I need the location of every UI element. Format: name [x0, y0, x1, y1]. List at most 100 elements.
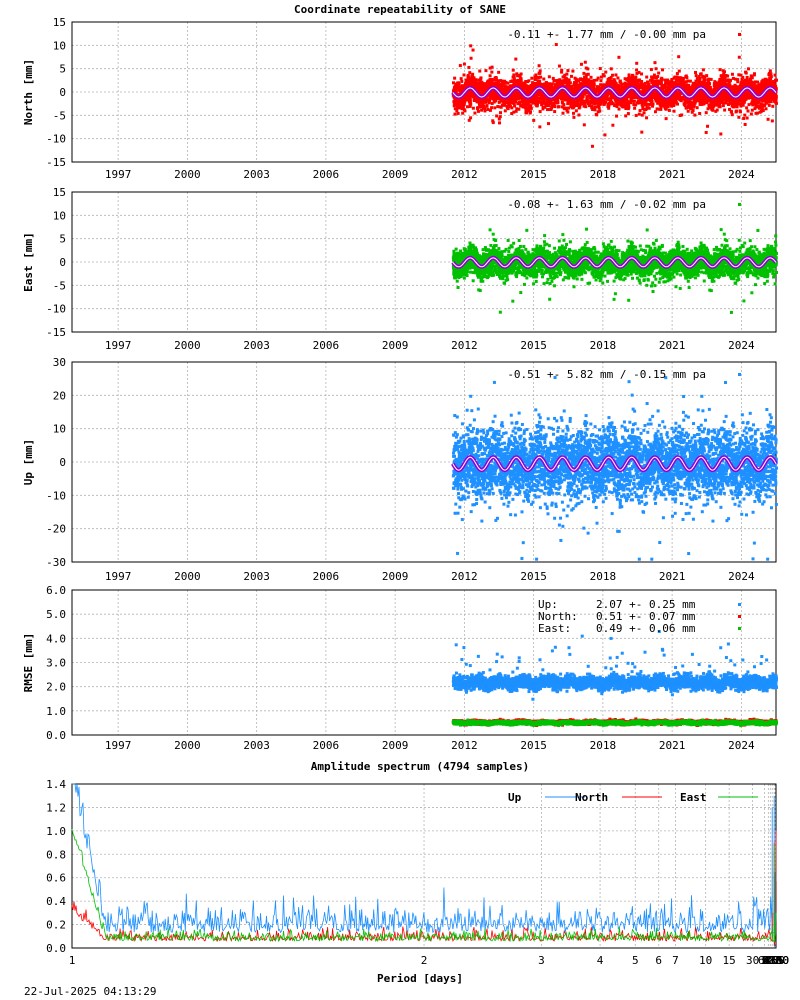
- data-point: [495, 77, 498, 80]
- data-point: [498, 121, 501, 124]
- data-point: [566, 69, 569, 72]
- y-tick-label: 10: [53, 209, 66, 222]
- data-point: [705, 131, 708, 134]
- data-point: [456, 280, 459, 283]
- data-point: [775, 79, 778, 82]
- data-point: [769, 72, 772, 75]
- data-point: [457, 112, 460, 115]
- y-tick-label: 15: [53, 16, 66, 29]
- data-point: [547, 122, 550, 125]
- data-point: [512, 69, 515, 72]
- data-point: [493, 106, 496, 109]
- data-point: [530, 77, 533, 80]
- data-point: [635, 114, 638, 117]
- data-point: [455, 109, 458, 112]
- data-point: [624, 114, 627, 117]
- data-point: [653, 61, 656, 64]
- data-point: [568, 78, 571, 81]
- x-tick-label: 2000: [174, 339, 201, 352]
- data-point: [603, 74, 606, 77]
- x-tick-label: 2006: [313, 168, 340, 181]
- data-point: [731, 113, 734, 116]
- x-tick-label: 2003: [243, 339, 270, 352]
- data-point: [469, 103, 472, 106]
- data-point: [746, 110, 749, 113]
- data-point: [723, 70, 726, 73]
- data-point: [726, 75, 729, 78]
- y-tick-label: -5: [53, 279, 66, 292]
- data-point: [556, 101, 559, 104]
- data-point: [638, 113, 641, 116]
- data-point: [735, 110, 738, 113]
- data-point: [678, 70, 681, 73]
- data-point: [721, 101, 724, 104]
- data-point: [538, 125, 541, 128]
- data-point: [529, 104, 532, 107]
- east-panel: 1997 2000 2003 2006 2009 2012 2015 2018 2021 2024…: [22, 186, 778, 352]
- data-point: [745, 106, 748, 109]
- data-point: [575, 109, 578, 112]
- x-tick-label: 2024: [728, 168, 755, 181]
- data-point: [665, 117, 668, 120]
- x-tick-label: 2021: [659, 168, 686, 181]
- x-tick-label: 2009: [382, 168, 409, 181]
- data-point: [571, 70, 574, 73]
- y-tick-label: -10: [46, 303, 66, 316]
- data-point: [486, 105, 489, 108]
- y-tick-label: 5: [59, 233, 66, 246]
- data-point: [529, 110, 532, 113]
- data-point: [566, 111, 569, 114]
- data-point: [590, 76, 593, 79]
- data-point: [469, 116, 472, 119]
- x-tick-label: 2024: [728, 339, 755, 352]
- data-point: [750, 113, 753, 116]
- data-point: [615, 115, 618, 118]
- data-point: [483, 109, 486, 112]
- data-point: [463, 109, 466, 112]
- data-point: [639, 109, 642, 112]
- data-point: [538, 80, 541, 83]
- data-point: [744, 123, 747, 126]
- data-point: [765, 107, 768, 110]
- data-point: [532, 119, 535, 122]
- data-point: [729, 79, 732, 82]
- data-point: [746, 117, 749, 120]
- data-point: [633, 107, 636, 110]
- data-point: [489, 74, 492, 77]
- data-point: [463, 63, 466, 66]
- data-point: [716, 109, 719, 112]
- data-point: [648, 107, 651, 110]
- data-point: [705, 111, 708, 114]
- panels-layer: 1997 2000 2003 2006 2009 2012 2015 2018 2021 2024…: [22, 16, 789, 985]
- data-point: [556, 98, 559, 101]
- data-point: [633, 100, 636, 103]
- data-point: [470, 57, 473, 60]
- data-point: [645, 116, 648, 119]
- data-point: [738, 56, 741, 59]
- data-point: [603, 133, 606, 136]
- data-point: [698, 77, 701, 80]
- data-point: [587, 73, 590, 76]
- data-point: [595, 113, 598, 116]
- data-point: [583, 123, 586, 126]
- x-tick-label: 1997: [105, 168, 132, 181]
- data-point: [753, 72, 756, 75]
- data-point: [472, 107, 475, 110]
- data-point: [657, 72, 660, 75]
- data-point: [530, 107, 533, 110]
- stats-annotation: -0.11 +- 1.77 mm / -0.00 mm pa: [507, 28, 706, 41]
- data-point: [656, 75, 659, 78]
- data-point: [598, 110, 601, 113]
- data-point: [745, 72, 748, 75]
- data-point: [572, 116, 575, 119]
- data-point: [723, 109, 726, 112]
- data-point: [492, 121, 495, 124]
- data-point: [743, 114, 746, 117]
- data-point: [551, 83, 554, 86]
- data-point: [742, 104, 745, 107]
- data-point: [604, 71, 607, 74]
- data-point: [614, 73, 617, 76]
- data-point: [756, 112, 759, 115]
- data-point: [463, 73, 466, 76]
- north-panel: 1997 2000 2003 2006 2009 2012 2015 2018 2021 2024…: [22, 16, 778, 181]
